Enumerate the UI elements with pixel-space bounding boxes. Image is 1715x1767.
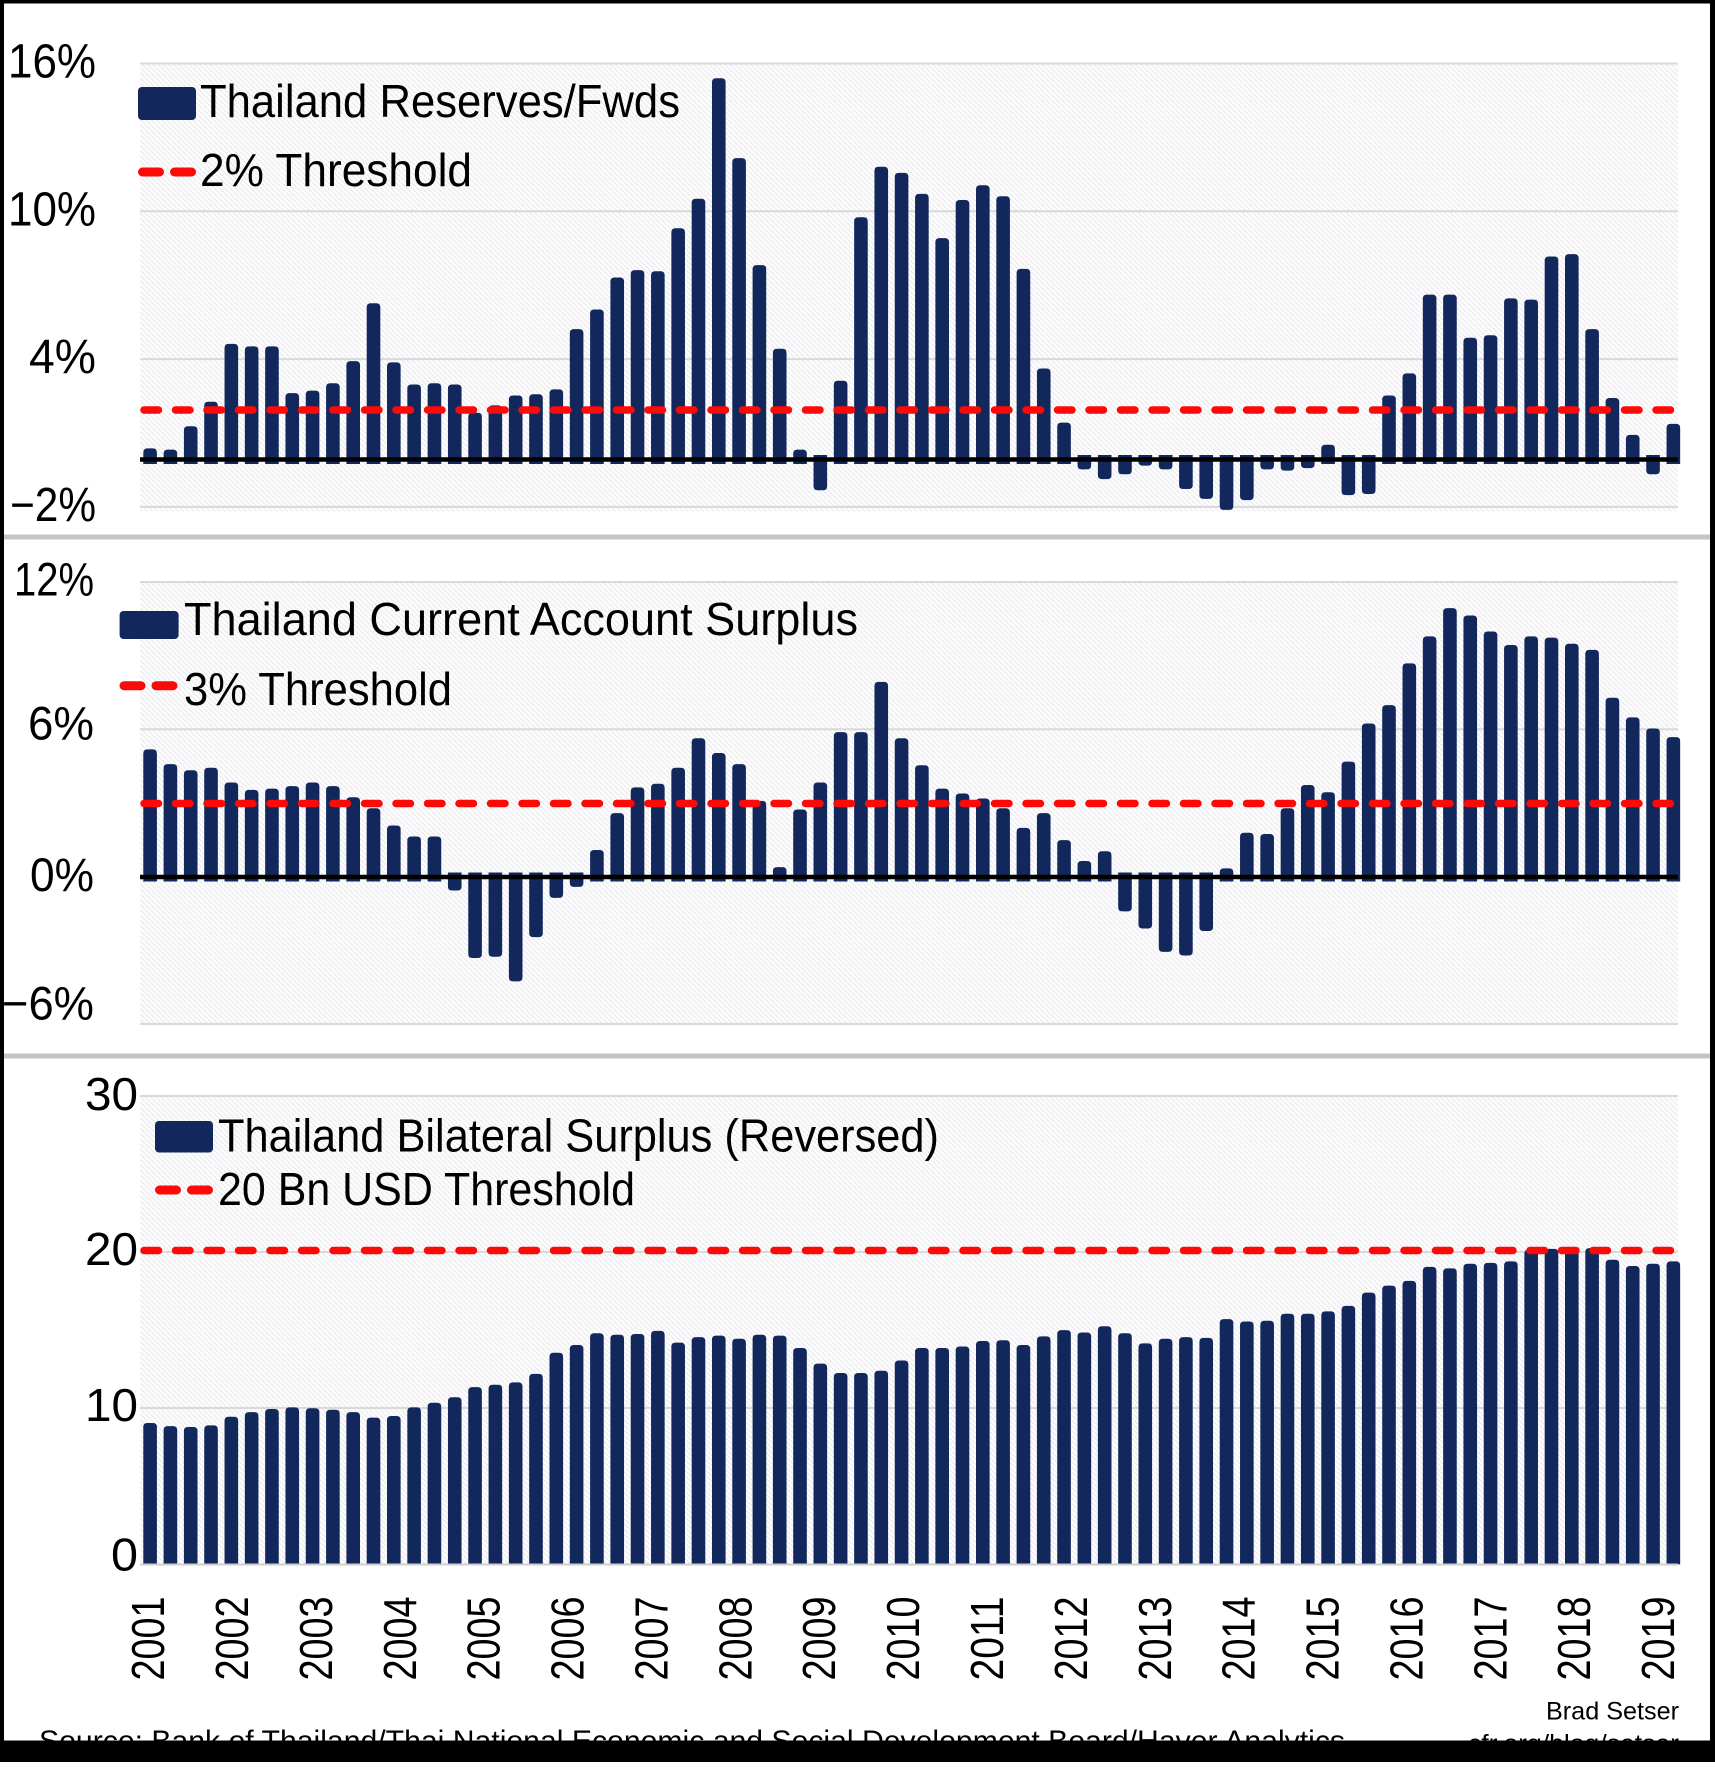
svg-text:Thailand Reserves/Fwds: Thailand Reserves/Fwds: [200, 75, 680, 127]
svg-text:2011: 2011: [961, 1597, 1013, 1681]
svg-text:Brad Setser: Brad Setser: [1546, 1698, 1679, 1726]
svg-text:0%: 0%: [30, 848, 94, 901]
svg-text:2016: 2016: [1380, 1597, 1432, 1681]
svg-text:6%: 6%: [28, 696, 94, 749]
svg-text:2007: 2007: [625, 1597, 677, 1681]
svg-text:2% Threshold: 2% Threshold: [200, 144, 472, 196]
svg-text:2002: 2002: [206, 1597, 258, 1681]
svg-text:−6%: −6%: [2, 977, 94, 1030]
svg-text:2008: 2008: [709, 1597, 761, 1681]
svg-text:2017: 2017: [1464, 1597, 1516, 1681]
svg-text:12%: 12%: [14, 553, 94, 606]
svg-text:2005: 2005: [458, 1597, 510, 1681]
svg-text:2013: 2013: [1129, 1597, 1181, 1681]
svg-text:0: 0: [111, 1529, 138, 1581]
svg-text:10: 10: [85, 1379, 138, 1431]
svg-text:10%: 10%: [8, 183, 96, 236]
svg-text:20 Bn USD Threshold: 20 Bn USD Threshold: [218, 1163, 635, 1215]
svg-text:2003: 2003: [290, 1597, 342, 1681]
svg-text:Thailand Bilateral Surplus (Re: Thailand Bilateral Surplus (Reversed): [218, 1109, 939, 1161]
svg-text:2018: 2018: [1548, 1597, 1600, 1681]
svg-text:4%: 4%: [29, 331, 96, 384]
svg-text:−2%: −2%: [10, 479, 96, 532]
svg-text:2015: 2015: [1297, 1597, 1349, 1681]
svg-text:2012: 2012: [1045, 1597, 1097, 1681]
svg-text:16%: 16%: [8, 36, 96, 89]
svg-text:Thailand Current Account Surpl: Thailand Current Account Surplus: [184, 593, 858, 645]
svg-text:20: 20: [85, 1223, 138, 1275]
svg-text:2019: 2019: [1632, 1597, 1684, 1681]
svg-text:2006: 2006: [542, 1597, 594, 1681]
svg-text:2001: 2001: [122, 1597, 174, 1681]
svg-text:30: 30: [85, 1068, 138, 1120]
svg-text:2004: 2004: [374, 1597, 426, 1681]
svg-text:3% Threshold: 3% Threshold: [184, 663, 452, 715]
svg-text:2009: 2009: [793, 1597, 845, 1681]
svg-text:2010: 2010: [877, 1597, 929, 1681]
svg-text:2014: 2014: [1213, 1597, 1265, 1681]
